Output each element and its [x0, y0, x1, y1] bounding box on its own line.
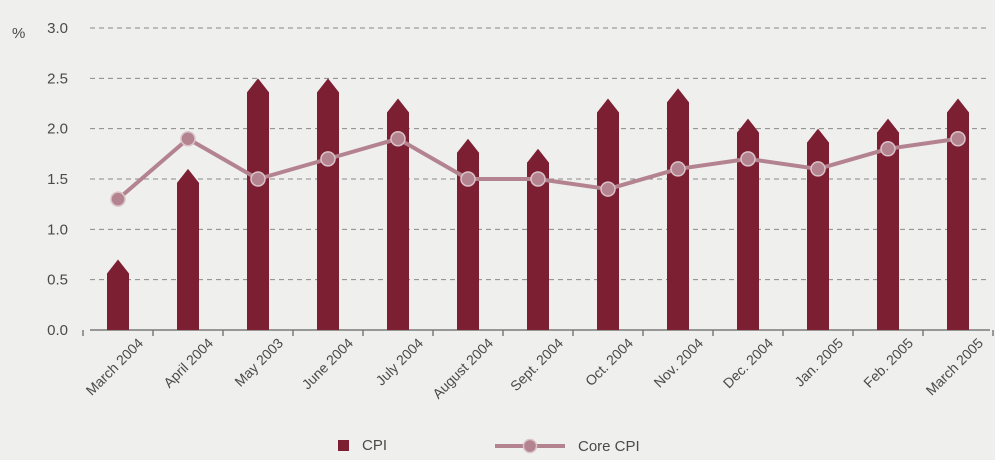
y-tick-label: 0.0	[47, 322, 68, 339]
core-cpi-point	[110, 191, 126, 207]
x-tick-label: Feb. 2005	[860, 335, 916, 391]
core-cpi-point	[740, 151, 756, 167]
x-tick-label: Oct. 2004	[582, 335, 636, 389]
cpi-bar	[527, 148, 549, 330]
x-tick-label: May 2003	[231, 335, 286, 390]
legend: CPI Core CPI	[338, 437, 640, 455]
cpi-bar	[107, 259, 129, 330]
cpi-bar	[807, 128, 829, 330]
x-tick-label: Sept. 2004	[507, 335, 566, 394]
cpi-bar	[387, 98, 409, 330]
legend-core-cpi-marker	[522, 438, 538, 454]
cpi-bars	[107, 78, 969, 331]
core-cpi-point	[390, 130, 406, 147]
core-cpi-point	[950, 130, 966, 147]
y-tick-label: 2.0	[47, 121, 68, 138]
legend-core-cpi-label: Core CPI	[578, 438, 640, 455]
x-tick-label: July 2004	[372, 335, 426, 389]
cpi-bar	[737, 118, 759, 330]
legend-cpi-label: CPI	[362, 437, 387, 454]
cpi-bar	[597, 98, 619, 330]
core-cpi-point	[530, 171, 546, 187]
y-tick-label: 1.0	[47, 221, 68, 238]
core-cpi-point	[180, 130, 196, 147]
y-tick-label: 3.0	[47, 20, 68, 37]
y-tick-label: 0.5	[47, 272, 68, 289]
core-cpi-point	[670, 161, 686, 177]
core-cpi-point	[460, 171, 476, 187]
cpi-bar	[177, 168, 199, 330]
cpi-bar	[947, 98, 969, 330]
x-tick-label: Jan. 2005	[791, 335, 846, 390]
cpi-bar	[457, 138, 479, 330]
cpi-bar	[247, 78, 269, 330]
core-cpi-point	[320, 151, 336, 167]
legend-cpi-swatch	[338, 440, 349, 451]
x-tick-label: Nov. 2004	[650, 335, 706, 391]
core-cpi-point	[810, 161, 826, 177]
x-tick-label: June 2004	[299, 335, 357, 393]
core-cpi-point	[600, 181, 616, 197]
core-cpi-point	[880, 141, 896, 157]
cpi-bar	[667, 88, 689, 331]
x-tick-label: April 2004	[160, 335, 216, 391]
x-tick-label: August 2004	[429, 335, 496, 402]
cpi-bar	[877, 118, 899, 330]
y-axis: 0.0 0.5 1.0 1.5 2.0 2.5 3.0	[47, 20, 68, 339]
x-tick-label: Dec. 2004	[720, 335, 777, 392]
core-cpi-line	[110, 130, 966, 207]
x-tick-label: March 2004	[83, 335, 147, 399]
y-axis-unit: %	[12, 25, 25, 42]
y-tick-label: 2.5	[47, 70, 68, 87]
core-cpi-point	[250, 171, 266, 187]
x-tick-label: March 2005	[923, 335, 987, 399]
y-tick-label: 1.5	[47, 171, 68, 188]
x-axis-labels: March 2004 April 2004 May 2003 June 2004 Jul…	[83, 335, 987, 402]
cpi-bar	[317, 78, 339, 330]
